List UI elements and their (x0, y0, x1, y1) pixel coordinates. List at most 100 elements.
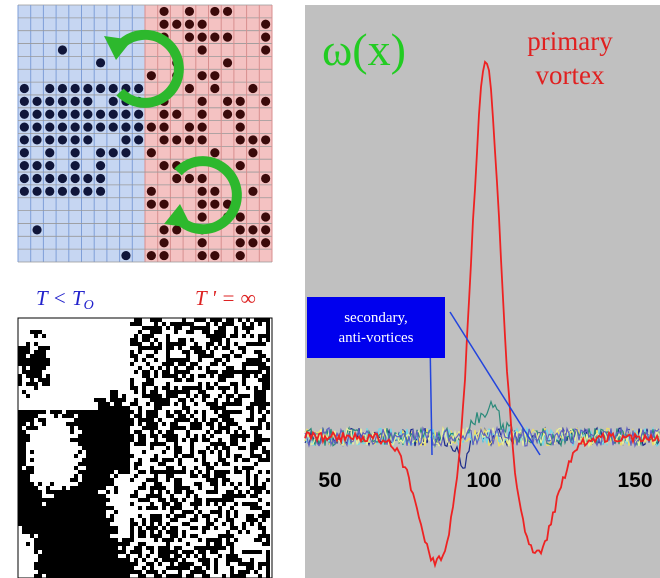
spin-pixel (166, 522, 170, 526)
spin-pixel (262, 334, 266, 338)
spin-pixel (106, 574, 110, 578)
spin-pixel (262, 438, 266, 442)
spin-pixel (178, 398, 182, 402)
spin-pixel (254, 318, 258, 322)
spin-pixel (162, 434, 166, 438)
spin-pixel (146, 422, 150, 426)
spin-pixel (38, 574, 42, 578)
spin-pixel (222, 362, 226, 366)
spin-pixel (154, 534, 158, 538)
spin-pixel (246, 490, 250, 494)
spin-pixel (142, 530, 146, 534)
spin-pixel (258, 486, 262, 490)
spin-pixel (58, 494, 62, 498)
spin-pixel (170, 458, 174, 462)
spin-pixel (74, 510, 78, 514)
spin-pixel (190, 378, 194, 382)
spin-pixel (62, 542, 66, 546)
spin-pixel (170, 466, 174, 470)
spin-pixel (198, 558, 202, 562)
spin-pixel (90, 454, 94, 458)
spin (147, 71, 156, 80)
spin-pixel (106, 446, 110, 450)
spin-pixel (134, 390, 138, 394)
spin-pixel (58, 538, 62, 542)
spin-pixel (50, 562, 54, 566)
spin-pixel (150, 446, 154, 450)
spin-pixel (110, 482, 114, 486)
spin-pixel (130, 550, 134, 554)
spin-pixel (214, 562, 218, 566)
spin-pixel (150, 398, 154, 402)
spin-pixel (74, 526, 78, 530)
spin-pixel (218, 470, 222, 474)
spin-pixel (106, 422, 110, 426)
spin-pixel (74, 550, 78, 554)
spin-pixel (146, 362, 150, 366)
spin-pixel (94, 450, 98, 454)
spin-pixel (226, 562, 230, 566)
spin-pixel (38, 530, 42, 534)
spin-pixel (250, 522, 254, 526)
spin-pixel (70, 514, 74, 518)
spin-pixel (154, 346, 158, 350)
spin-pixel (82, 518, 86, 522)
spin-pixel (102, 426, 106, 430)
spin-pixel (106, 426, 110, 430)
spin-pixel (66, 550, 70, 554)
spin-pixel (118, 570, 122, 574)
spin-pixel (38, 542, 42, 546)
spin-pixel (206, 394, 210, 398)
spin-pixel (114, 394, 118, 398)
spin-pixel (194, 526, 198, 530)
spin-pixel (154, 390, 158, 394)
spin-pixel (218, 430, 222, 434)
spin-pixel (210, 334, 214, 338)
spin-pixel (206, 382, 210, 386)
spin-pixel (58, 490, 62, 494)
spin-pixel (230, 370, 234, 374)
spin-pixel (114, 442, 118, 446)
spin-pixel (78, 562, 82, 566)
spin-pixel (142, 450, 146, 454)
spin-pixel (118, 438, 122, 442)
spin (198, 200, 207, 209)
spin-pixel (166, 446, 170, 450)
x-tick-label: 100 (466, 469, 501, 492)
spin-pixel (30, 518, 34, 522)
spin-pixel (214, 370, 218, 374)
spin-pixel (254, 402, 258, 406)
spin-pixel (158, 546, 162, 550)
spin-pixel (166, 338, 170, 342)
spin-pixel (34, 358, 38, 362)
spin-pixel (150, 526, 154, 530)
spin-pixel (130, 454, 134, 458)
spin-pixel (222, 326, 226, 330)
spin-pixel (66, 498, 70, 502)
spin-pixel (250, 406, 254, 410)
spin (109, 122, 118, 131)
spin-pixel (50, 574, 54, 578)
spin-pixel (198, 346, 202, 350)
spin-pixel (50, 546, 54, 550)
spin-pixel (178, 326, 182, 330)
spin-pixel (34, 354, 38, 358)
spin-pixel (38, 546, 42, 550)
spin-pixel (158, 402, 162, 406)
spin-pixel (106, 570, 110, 574)
spin-pixel (118, 450, 122, 454)
spin-pixel (42, 550, 46, 554)
spin (45, 110, 54, 119)
spin-pixel (46, 566, 50, 570)
spin-pixel (186, 566, 190, 570)
spin-pixel (142, 518, 146, 522)
spin (32, 174, 41, 183)
spin-pixel (146, 338, 150, 342)
spin-pixel (242, 430, 246, 434)
spin-pixel (214, 406, 218, 410)
spin-pixel (22, 454, 26, 458)
spin-pixel (102, 562, 106, 566)
spin-pixel (254, 370, 258, 374)
spin-pixel (198, 366, 202, 370)
spin-pixel (182, 374, 186, 378)
